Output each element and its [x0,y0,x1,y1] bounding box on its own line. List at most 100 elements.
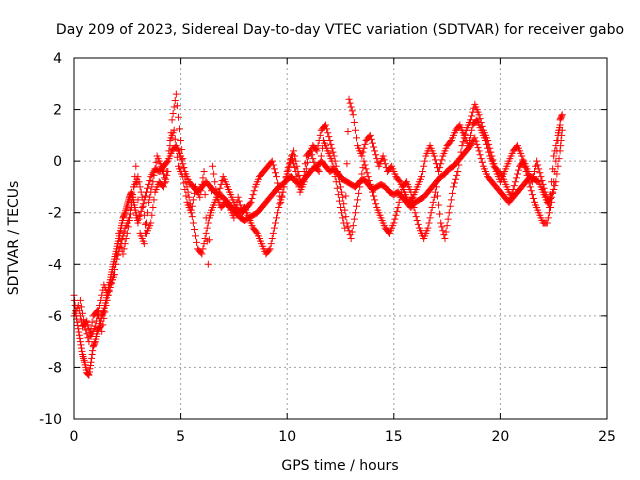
data-point [77,303,85,311]
data-point [135,213,143,221]
data-point [113,250,121,258]
data-point [307,147,315,155]
data-point [181,186,189,194]
data-point [439,227,447,235]
data-point [123,229,131,237]
data-point [88,318,96,326]
data-point [95,323,103,331]
data-point [201,191,209,199]
data-point [196,193,204,201]
plot-frame [73,57,608,420]
data-point [467,116,475,124]
data-point [204,219,212,227]
data-point [285,162,293,170]
data-point [292,157,300,165]
data-point [283,170,291,178]
data-point [345,227,353,235]
data-point [271,169,279,177]
data-point [553,137,561,145]
x-tick-label: 5 [176,429,185,445]
data-point [150,196,158,204]
data-point [468,126,476,134]
data-point [129,193,137,201]
data-point [235,197,243,205]
data-point [534,161,542,169]
data-point [77,344,85,352]
data-point [335,197,343,205]
data-point [136,183,144,191]
data-point [101,308,109,316]
data-point [507,193,515,201]
data-point [76,296,84,304]
data-point [366,131,374,139]
data-point [180,179,188,187]
data-point [379,152,387,160]
data-point [208,187,216,195]
data-point [231,209,239,217]
data-point [345,95,353,103]
data-point [366,180,374,188]
data-point [420,162,428,170]
data-point [295,171,303,179]
data-point [512,174,520,182]
data-point [314,142,322,150]
series-layer [70,90,566,379]
data-point [268,157,276,165]
data-point [341,224,349,232]
data-point [348,228,356,236]
data-point [339,214,347,222]
data-point [337,204,344,212]
data-point [552,142,560,150]
data-point [329,162,337,170]
data-point [173,153,181,161]
data-point [138,193,146,201]
data-point [312,146,320,154]
data-point [248,195,256,203]
data-point [418,173,426,181]
data-point [85,368,93,376]
data-point [431,188,439,196]
data-point [162,178,170,186]
data-point [279,188,287,196]
data-point [474,144,482,152]
data-point [86,365,94,373]
data-point [139,202,147,210]
y-tick-label: -2 [48,206,62,222]
data-point [91,339,99,347]
data-point [551,147,559,155]
data-point [309,155,317,163]
data-point [83,317,91,325]
data-point [269,229,277,237]
data-point [478,158,486,166]
data-point [436,164,444,172]
data-point [317,152,325,160]
data-point [202,214,210,222]
data-point [120,245,128,253]
data-point [351,126,359,134]
data-point [179,173,187,181]
data-point [172,90,180,98]
data-point [510,182,518,190]
data-point [458,142,466,150]
data-point [300,167,308,175]
data-point [278,193,286,201]
data-point [324,129,332,137]
data-point [338,209,346,217]
data-point [393,207,401,215]
data-point [518,152,526,160]
data-point [424,224,432,232]
data-point [308,151,316,159]
data-point [80,356,88,364]
data-point [453,171,461,179]
data-point [178,156,186,164]
data-point [437,160,445,168]
data-point [212,186,220,194]
x-tick-label: 25 [598,429,616,445]
data-point [442,228,450,236]
data-point [438,223,446,231]
data-point [152,158,160,166]
data-point [187,209,195,217]
data-point [100,314,108,322]
data-point [76,338,84,346]
